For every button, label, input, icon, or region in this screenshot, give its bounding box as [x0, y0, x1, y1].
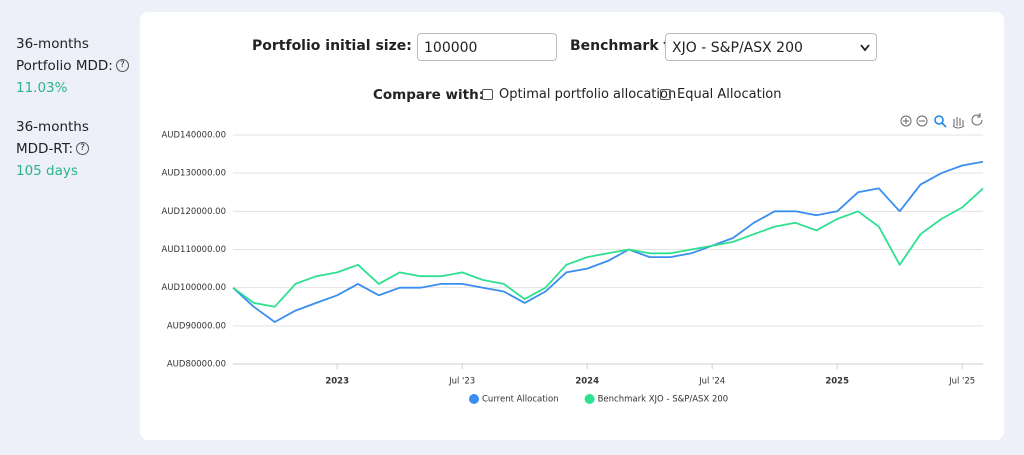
metric-value: 11.03%	[16, 80, 68, 96]
legend-label: Current Allocation	[482, 395, 559, 405]
zoom-out[interactable]	[916, 115, 928, 127]
metric: 36-months Portfolio MDD:? 11.03%	[16, 33, 129, 99]
pan[interactable]	[952, 117, 965, 129]
metric-label: 36-months	[16, 119, 89, 135]
line	[232, 160, 984, 323]
zoom[interactable]	[934, 115, 947, 128]
x-tick-label: 2025	[825, 377, 849, 387]
option-text: Equal Allocation	[677, 87, 782, 102]
compare-option[interactable]: Equal Allocation	[660, 87, 782, 102]
benchmark-label: Benchmark to:	[570, 38, 686, 54]
compare-label: Compare with:	[373, 87, 485, 103]
legend-item[interactable]: Benchmark XJO - S&P/ASX 200	[584, 394, 729, 405]
line	[232, 187, 984, 308]
chevron	[860, 44, 870, 52]
y-tick-label: AUD100000.00	[161, 283, 226, 293]
metric-label: Portfolio MDD:	[16, 58, 113, 74]
zoom-in[interactable]	[900, 115, 912, 127]
legend-item[interactable]: Current Allocation	[469, 394, 559, 405]
legend-marker	[469, 394, 479, 404]
legend-label: Benchmark XJO - S&P/ASX 200	[598, 395, 729, 405]
y-tick-label: AUD110000.00	[161, 245, 226, 255]
benchmark-select[interactable]: XJO - S&P/ASX 200	[665, 33, 877, 61]
metric-label: 36-months	[16, 36, 89, 52]
reset[interactable]	[971, 113, 983, 126]
option-text: Optimal portfolio allocation	[499, 87, 677, 102]
y-tick-label: AUD130000.00	[161, 169, 226, 179]
help-icon[interactable]: ?	[76, 142, 90, 155]
compare-option[interactable]: Optimal portfolio allocation	[482, 87, 676, 102]
y-tick-label: AUD80000.00	[167, 360, 226, 370]
metric-label: MDD-RT:	[16, 141, 74, 157]
legend-marker	[584, 394, 595, 404]
x-tick-label: Jul '24	[698, 377, 725, 387]
benchmark-value: XJO - S&P/ASX 200	[672, 40, 803, 56]
y-tick-label: AUD120000.00	[161, 207, 226, 217]
card: Portfolio initial size: AUD 100000 Bench…	[140, 12, 1004, 440]
x-tick-label: 2023	[325, 377, 349, 387]
metric: 36-months MDD-RT:? 105 days	[16, 116, 90, 182]
y-tick-label: AUD90000.00	[167, 321, 226, 331]
x-tick-label: Jul '23	[448, 377, 475, 387]
x-tick-label: 2024	[575, 377, 599, 387]
help-icon[interactable]: ?	[115, 59, 129, 72]
y-tick-label: AUD140000.00	[161, 131, 226, 141]
toolbar	[900, 113, 983, 129]
metric-value: 105 days	[16, 163, 78, 179]
initial-size-label: Portfolio initial size: AUD	[252, 38, 451, 54]
initial-size-input[interactable]: 100000	[417, 33, 557, 61]
x-tick-label: Jul '25	[948, 377, 975, 387]
